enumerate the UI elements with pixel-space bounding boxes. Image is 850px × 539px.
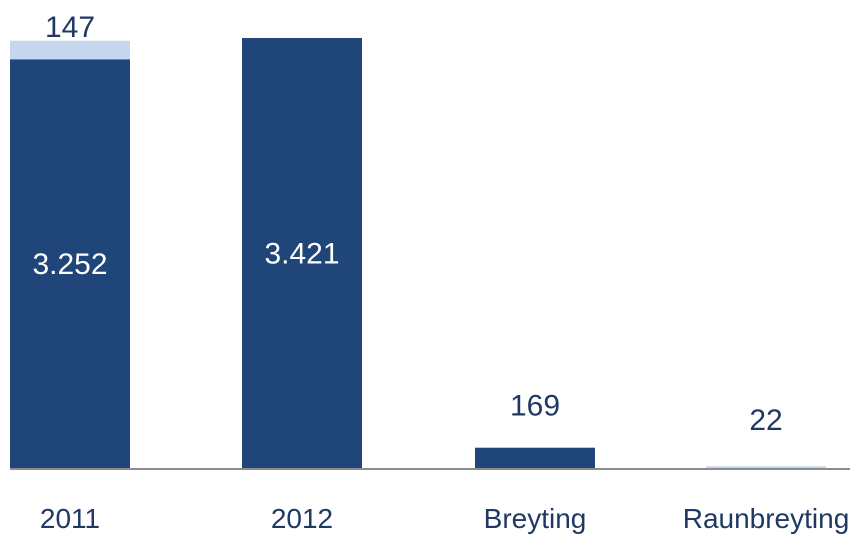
bar-2011-s0	[10, 59, 130, 470]
data-label-2011: 3.252	[32, 248, 107, 281]
x-tick-label-2012: 2012	[271, 503, 333, 534]
bars-layer	[10, 38, 826, 470]
bar-2011-s1	[10, 40, 130, 60]
data-label-2012: 3.421	[264, 238, 339, 271]
x-tick-label-2011: 2011	[40, 503, 100, 534]
data-label-2011-secondary: 147	[45, 11, 95, 44]
data-label-raunbreyting-secondary: 22	[749, 404, 782, 437]
x-tick-label-breyting: Breyting	[484, 503, 587, 534]
bar-2012-s0	[242, 38, 362, 469]
labels-layer: 3.252 147 2011 3.421 2012 169 Breyting 22 Raunbr…	[32, 11, 849, 534]
bar-raunbreyting-s1	[706, 466, 826, 469]
x-tick-label-raunbreyting: Raunbreyting	[683, 503, 850, 534]
data-label-breyting: 169	[510, 390, 560, 423]
bar-breyting-s0	[475, 447, 595, 469]
